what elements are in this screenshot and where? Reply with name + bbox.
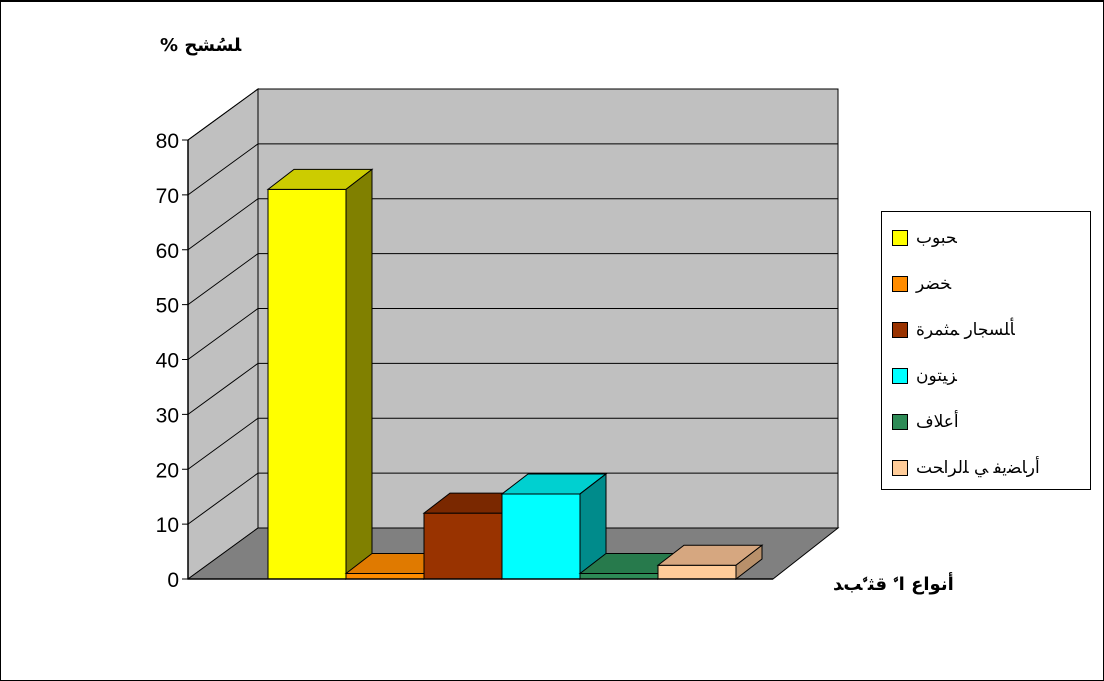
bar [500, 472, 608, 581]
y-tick-label: 0 [167, 569, 179, 592]
axes [182, 139, 773, 580]
legend-swatch [892, 276, 908, 292]
bar-side [735, 544, 763, 581]
y-tick-label: 40 [156, 350, 179, 373]
legend: ﺤﺒﻮب ﺨﻀﺮ ﺄﻠﺴﺠﺎر ﻤﺜﻤﺮة ﺰﻴﺘﻮن أﻋﻼف أرﺎﻀﻳﻔ ﻲ ﻠﻟﺮ… [881, 211, 1091, 490]
y-tick-label: 30 [156, 404, 179, 427]
bar-front [657, 564, 737, 580]
legend-label: أﻋﻼف [916, 412, 959, 432]
legend-swatch [892, 230, 908, 246]
gridline [187, 417, 838, 470]
bar-side [345, 168, 373, 581]
y-axis-title: % ﻠﺴُﺸﺢ [160, 35, 242, 56]
legend-label: أرﺎﻀﻳﻔ ﻲ ﻠﻟﺮاﺤﺖ [916, 458, 1040, 478]
legend-item: أرﺎﻀﻳﻔ ﻲ ﻠﻟﺮاﺤﺖ [892, 456, 1040, 480]
legend-swatch [892, 322, 908, 338]
y-tick-label: 20 [156, 459, 179, 482]
legend-label: ﺄﻠﺴﺠﺎر ﻤﺜﻤﺮة [916, 320, 1015, 340]
gridline [187, 143, 838, 196]
gridlines [187, 88, 838, 525]
gridline [187, 198, 838, 251]
bar [656, 544, 764, 581]
legend-label: ﺨﻀﺮ [916, 274, 952, 294]
legend-swatch [892, 414, 908, 430]
bar-front [345, 573, 425, 580]
y-tick-label: 70 [156, 185, 179, 208]
bar-front [501, 493, 581, 580]
y-tick-label: 80 [156, 130, 179, 153]
legend-swatch [892, 460, 908, 476]
y-tick-label: 60 [156, 240, 179, 263]
legend-item: ﺤﺒﻮب [892, 226, 957, 250]
legend-item: ﺰﻴﺘﻮن [892, 364, 957, 388]
legend-item: ﺄﻠﺴﺠﺎر ﻤﺜﻤﺮة [892, 318, 1015, 342]
gridline [187, 362, 838, 415]
legend-label: ﺤﺒﻮب [916, 228, 957, 248]
y-tick-labels: 0 10 20 30 40 50 60 70 80 [156, 130, 179, 592]
gridline [187, 308, 838, 360]
bar-front [267, 188, 347, 580]
legend-item: أﻋﻼف [892, 410, 959, 434]
y-tick-label: 50 [156, 295, 179, 318]
legend-label: ﺰﻴﺘﻮن [916, 366, 957, 386]
gridline [187, 88, 838, 141]
bars [266, 168, 764, 581]
x-axis-title: أنواع اﱠ ﻗﺜﱠﺐﺪ [833, 572, 954, 595]
bar-front [579, 573, 659, 580]
y-tick-label: 10 [156, 514, 179, 537]
bar [266, 168, 374, 581]
gridline [187, 253, 838, 306]
legend-item: ﺨﻀﺮ [892, 272, 951, 296]
gridline [187, 472, 838, 525]
legend-swatch [892, 368, 908, 384]
bar-front [423, 512, 503, 580]
